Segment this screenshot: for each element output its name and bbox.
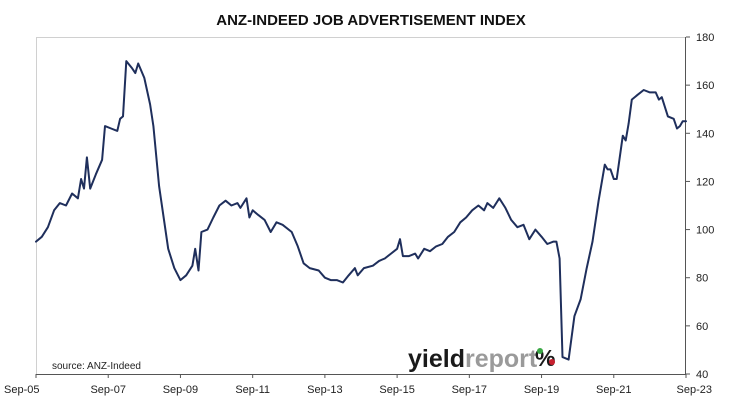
y-tick-label: 60 bbox=[696, 321, 708, 333]
plot-area bbox=[36, 37, 686, 375]
y-tick-label: 140 bbox=[696, 128, 714, 140]
y-tick-label: 160 bbox=[696, 80, 714, 92]
logo-green-dot-icon bbox=[537, 348, 543, 354]
y-tick-label: 180 bbox=[696, 32, 714, 44]
y-tick-label: 40 bbox=[696, 369, 708, 381]
logo-text: yieldreport bbox=[408, 345, 538, 373]
y-tick-label: 100 bbox=[696, 225, 714, 237]
source-note: source: ANZ-Indeed bbox=[52, 361, 141, 372]
x-tick-label: Sep-07 bbox=[90, 384, 125, 396]
x-tick-label: Sep-09 bbox=[163, 384, 198, 396]
logo-word-report: report bbox=[465, 345, 538, 373]
x-tick-label: Sep-19 bbox=[524, 384, 559, 396]
series-line bbox=[35, 60, 687, 361]
x-tick-label: Sep-21 bbox=[596, 384, 631, 396]
logo-word-yield: yield bbox=[408, 345, 465, 373]
x-tick-label: Sep-11 bbox=[235, 384, 270, 396]
y-axis: 40 60 80 100 120 140 160 180 bbox=[686, 32, 714, 381]
chart-title: ANZ-INDEED JOB ADVERTISEMENT INDEX bbox=[216, 12, 525, 29]
yieldreport-logo: yieldreport % bbox=[408, 345, 555, 373]
x-tick-label: Sep-13 bbox=[307, 384, 342, 396]
x-tick-label: Sep-17 bbox=[452, 384, 487, 396]
y-tick-label: 120 bbox=[696, 176, 714, 188]
x-axis: Sep-05 Sep-07 Sep-09 Sep-11 Sep-13 Sep-15 Sep-… bbox=[4, 374, 712, 396]
y-tick-label: 80 bbox=[696, 273, 708, 285]
x-tick-label: Sep-23 bbox=[677, 384, 712, 396]
logo-red-dot-icon bbox=[549, 359, 555, 365]
x-tick-label: Sep-15 bbox=[379, 384, 414, 396]
x-tick-label: Sep-05 bbox=[4, 384, 39, 396]
